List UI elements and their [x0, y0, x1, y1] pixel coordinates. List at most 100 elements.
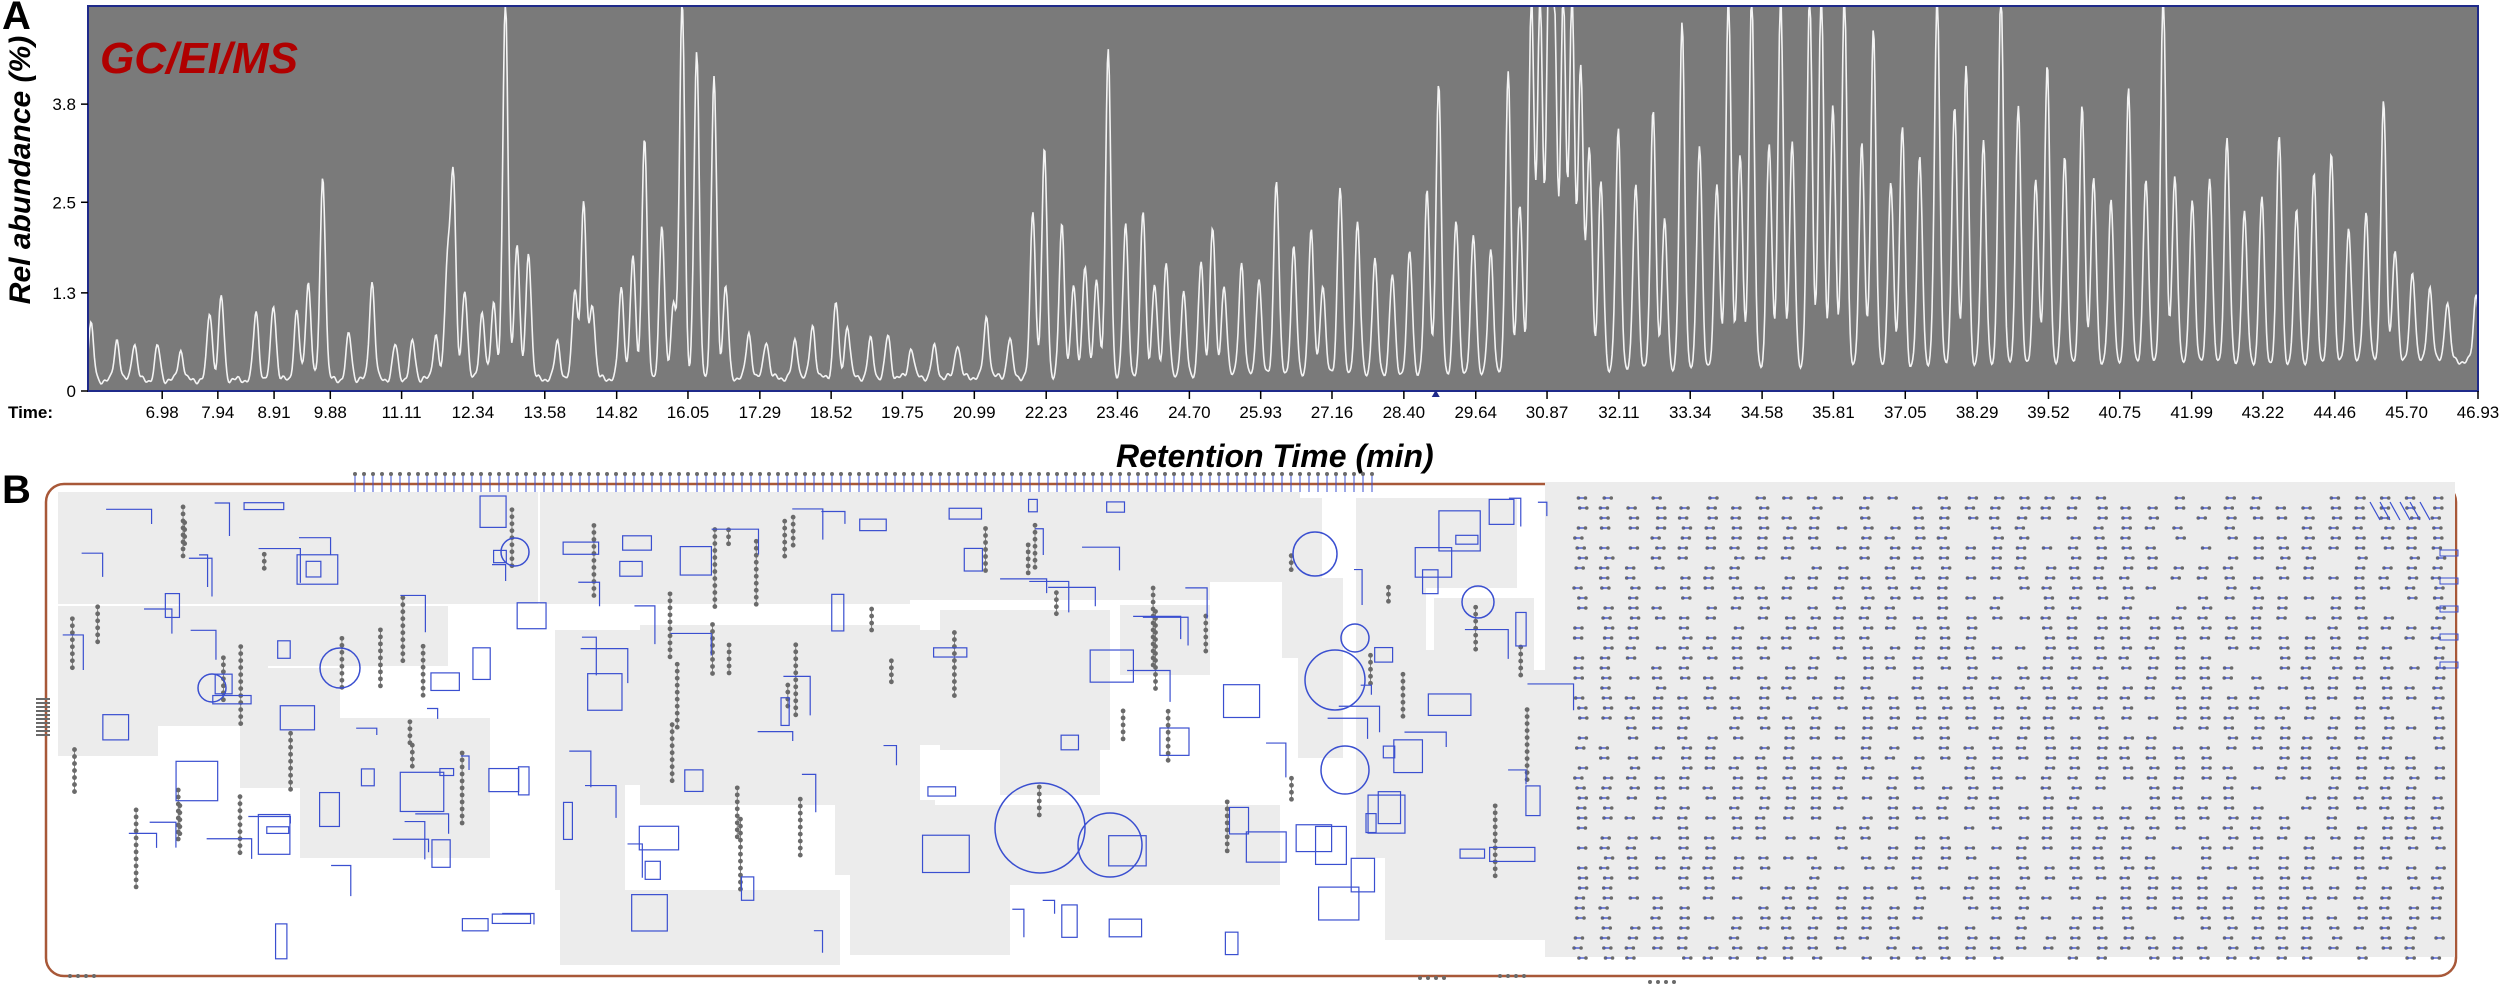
pathway-loop	[214, 673, 233, 695]
pathway-loop	[631, 894, 668, 932]
node	[1584, 956, 1588, 960]
node	[2364, 616, 2368, 620]
node	[1632, 776, 1637, 780]
node	[1859, 546, 1863, 550]
node	[1572, 586, 1576, 590]
node	[1739, 656, 1743, 660]
node	[1944, 686, 1949, 690]
node	[1739, 916, 1743, 920]
node	[2312, 706, 2317, 710]
node	[1884, 756, 1889, 760]
node	[2015, 776, 2019, 780]
node	[782, 518, 788, 524]
node	[1584, 766, 1589, 770]
node	[1996, 806, 2000, 810]
node	[1655, 646, 1660, 650]
node	[1837, 846, 1841, 850]
node	[2440, 806, 2445, 810]
node	[1940, 566, 1945, 570]
node	[1684, 546, 1689, 550]
node	[2362, 496, 2366, 500]
node	[1605, 576, 1610, 580]
node	[2283, 616, 2287, 620]
node	[2042, 846, 2046, 850]
node	[1922, 816, 1926, 820]
node	[2129, 566, 2134, 570]
node	[1600, 836, 1605, 840]
node	[1686, 886, 1690, 890]
node	[1741, 556, 1745, 560]
node	[1626, 726, 1630, 730]
node	[2442, 846, 2446, 850]
x-tick-label: 11.11	[382, 403, 422, 422]
node	[1896, 706, 1900, 710]
node	[2021, 686, 2025, 690]
node	[1866, 826, 1870, 830]
node	[1764, 946, 1768, 950]
pathway-loop	[1228, 806, 1250, 835]
node	[1343, 472, 1347, 476]
node	[2335, 946, 2339, 950]
node	[1762, 496, 1767, 500]
node	[2041, 626, 2046, 630]
node	[1368, 652, 1373, 658]
node	[1685, 626, 1690, 630]
node	[2076, 926, 2080, 930]
node	[1944, 866, 1949, 870]
node	[1842, 826, 1847, 830]
node	[2041, 586, 2045, 590]
node	[1838, 886, 1842, 890]
node	[2364, 626, 2369, 630]
node	[1944, 936, 1949, 940]
node	[1706, 606, 1711, 610]
node	[1710, 916, 1715, 920]
node	[461, 472, 465, 476]
node	[2440, 506, 2444, 510]
node	[1738, 586, 1743, 590]
node	[1997, 576, 2001, 580]
node	[2233, 696, 2238, 700]
node	[2203, 876, 2208, 880]
node	[1603, 646, 1607, 650]
node	[2283, 536, 2287, 540]
node	[1757, 596, 1761, 600]
x-tick-label: 30.87	[1526, 403, 1569, 422]
node	[2336, 496, 2341, 500]
node	[2126, 876, 2130, 880]
node	[1163, 472, 1167, 476]
node	[2307, 766, 2312, 770]
node	[722, 472, 726, 476]
node	[2311, 536, 2316, 540]
node	[1688, 856, 1693, 860]
node	[1400, 713, 1406, 719]
node	[2103, 616, 2108, 620]
node	[1947, 506, 1951, 510]
node	[2205, 726, 2209, 730]
node	[1815, 526, 1820, 530]
node	[1992, 616, 1996, 620]
node	[1739, 716, 1744, 720]
node	[1974, 666, 1978, 670]
node	[1915, 716, 1920, 720]
node	[2074, 696, 2078, 700]
node	[2018, 906, 2023, 910]
node	[1765, 806, 1770, 810]
node	[1782, 946, 1786, 950]
node	[2389, 696, 2393, 700]
pathway-cycle	[197, 673, 227, 703]
node	[911, 472, 915, 476]
node	[2310, 866, 2315, 870]
node	[2051, 636, 2056, 640]
node	[2078, 686, 2082, 690]
node	[2101, 716, 2105, 720]
node	[1991, 546, 1996, 550]
node	[2260, 946, 2265, 950]
node	[1896, 716, 1901, 720]
node	[1762, 956, 1767, 960]
node	[669, 778, 675, 784]
node	[2126, 756, 2130, 760]
node	[497, 472, 501, 476]
node	[488, 472, 492, 476]
node	[1757, 546, 1761, 550]
node	[2311, 516, 2315, 520]
